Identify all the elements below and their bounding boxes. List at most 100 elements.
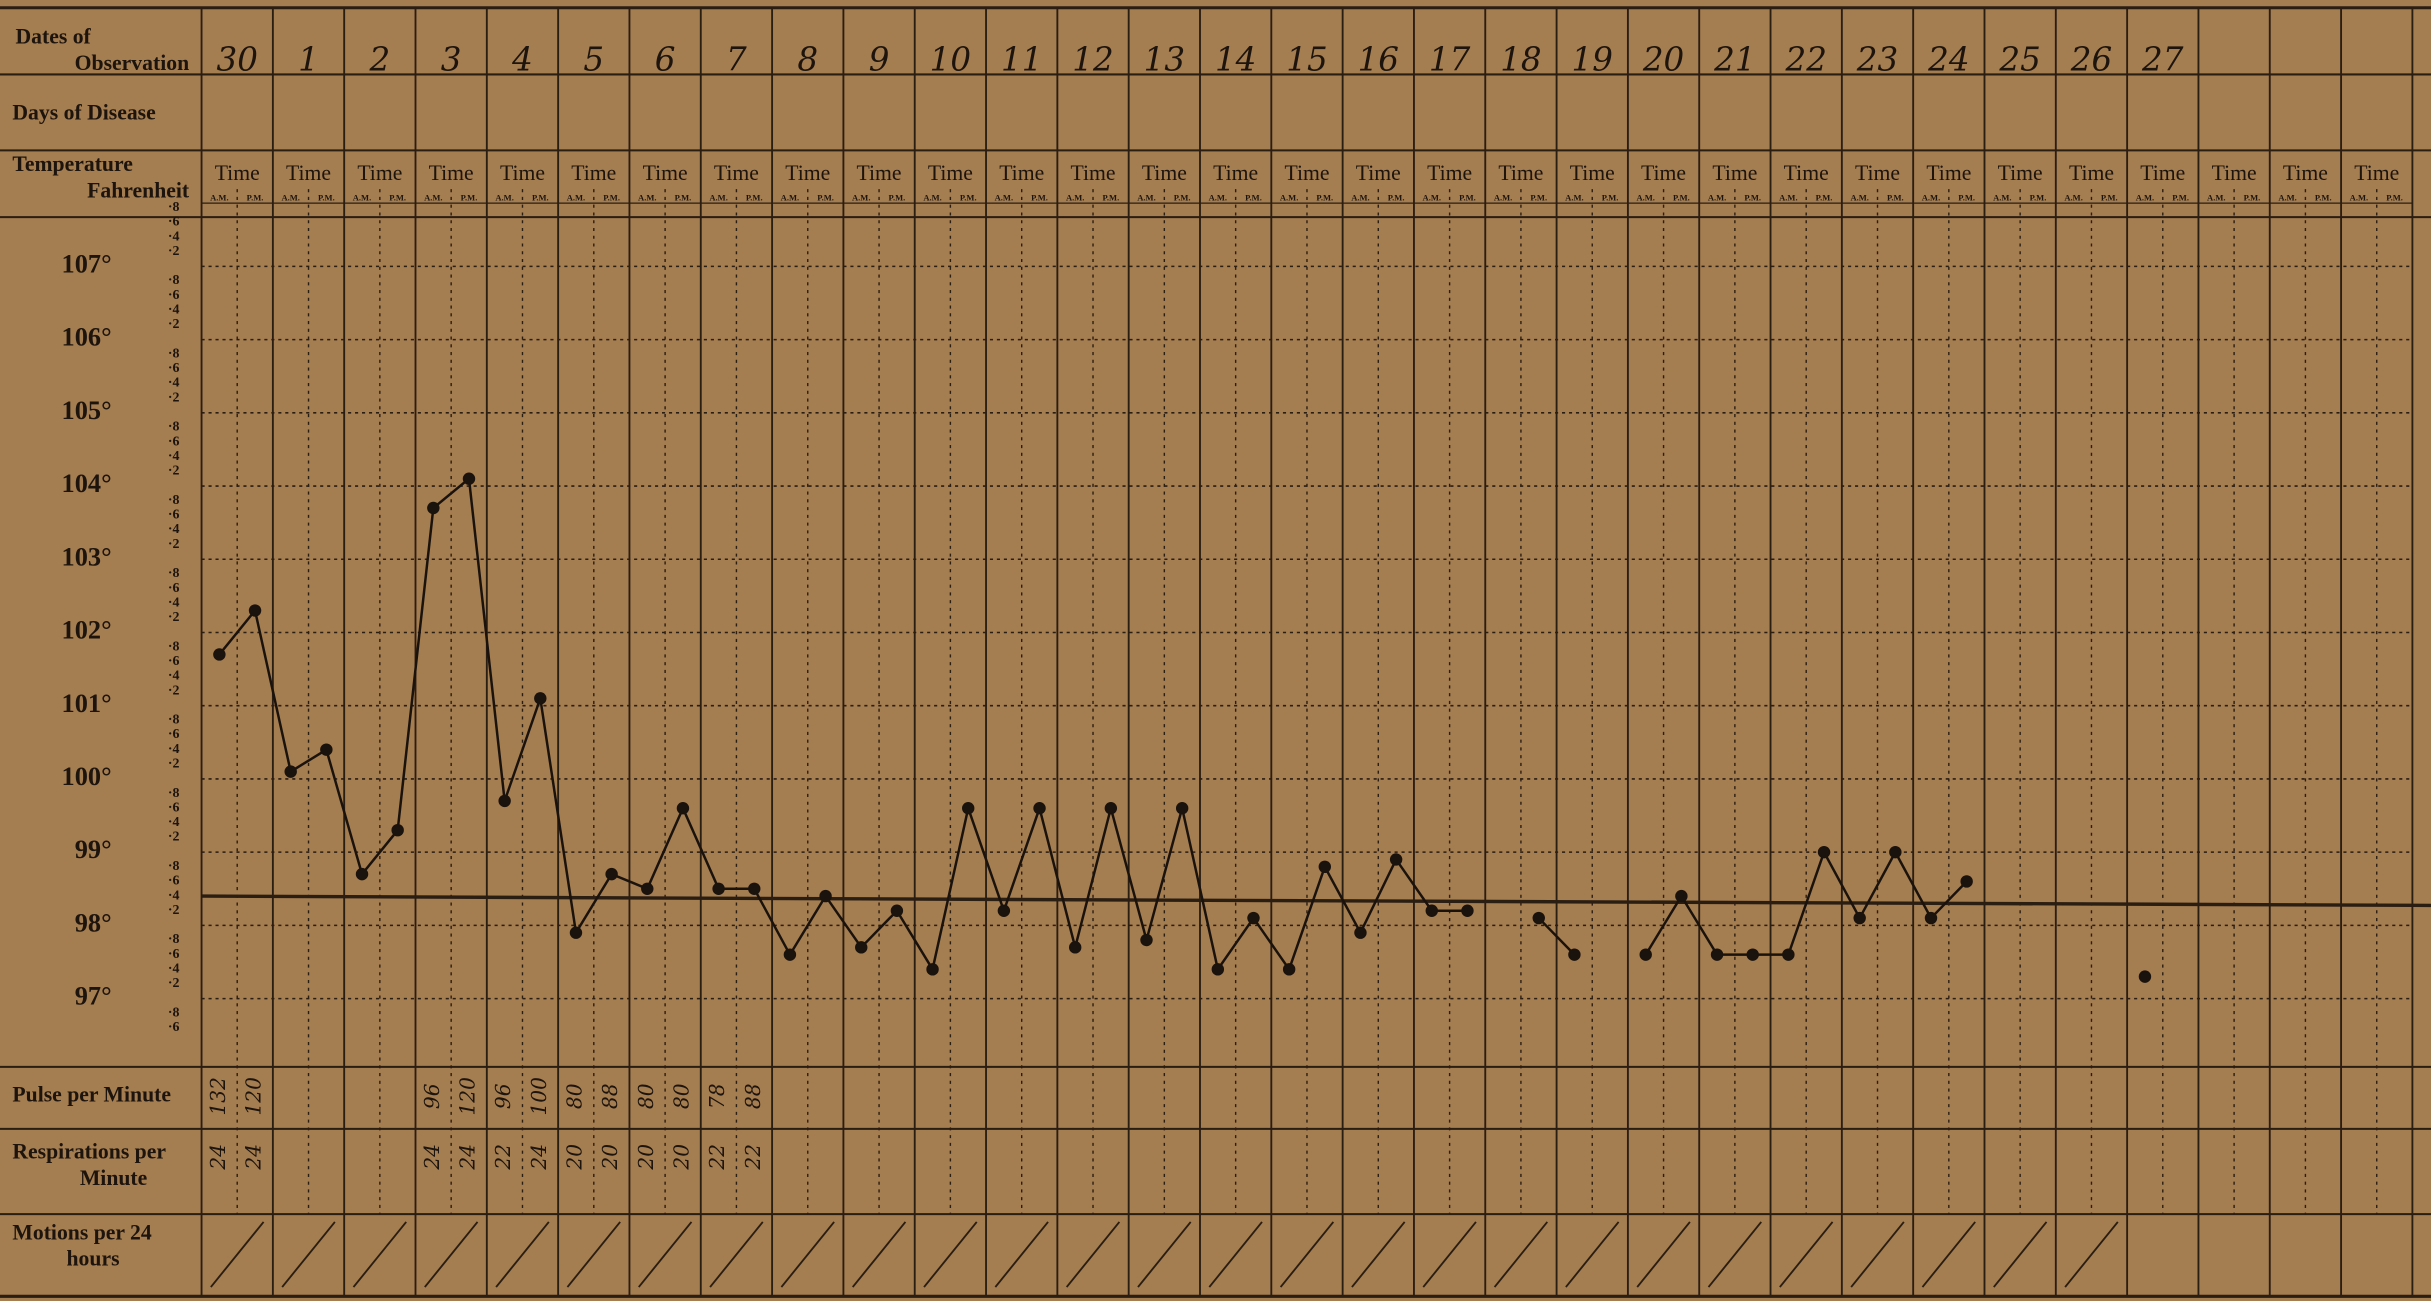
am-label: A.M. xyxy=(1708,192,1726,202)
minor-tick-label: ·2 xyxy=(168,317,180,332)
am-label: A.M. xyxy=(495,192,513,202)
temperature-point xyxy=(213,648,226,661)
motion-stroke xyxy=(1279,1221,1335,1288)
time-label: Time xyxy=(1641,161,1686,185)
temperature-point xyxy=(427,501,440,515)
temperature-point xyxy=(498,794,511,808)
date: 27 xyxy=(2141,41,2184,79)
date: 1 xyxy=(298,41,319,79)
date: 14 xyxy=(1215,41,1256,79)
date: 22 xyxy=(1784,41,1826,79)
time-label: Time xyxy=(643,161,688,185)
motion-stroke xyxy=(1779,1221,1834,1288)
motion-stroke xyxy=(566,1221,621,1288)
temperature-point xyxy=(1924,911,1938,925)
temperature-point xyxy=(1710,948,1724,961)
date: 5 xyxy=(583,41,604,79)
minor-tick-label: ·8 xyxy=(168,786,180,801)
pulse-value: 78 xyxy=(705,1083,729,1109)
temperature-point xyxy=(1318,860,1332,874)
time-label: Time xyxy=(1855,161,1900,185)
temperature-line xyxy=(218,476,1468,973)
pm-label: P.M. xyxy=(1102,192,1119,202)
temperature-point xyxy=(1033,802,1046,815)
date: 11 xyxy=(1001,41,1042,79)
time-label: Time xyxy=(500,161,545,185)
am-label: A.M. xyxy=(1779,192,1797,202)
date: 30 xyxy=(216,41,257,79)
temperature-point xyxy=(355,867,369,881)
am-label: A.M. xyxy=(923,192,941,202)
minor-tick-label: ·4 xyxy=(168,742,180,757)
date: 6 xyxy=(655,41,676,79)
pulse-value: 100 xyxy=(527,1077,551,1116)
temperature-point xyxy=(641,882,654,895)
pm-label: P.M. xyxy=(1673,192,1690,202)
temperature-point xyxy=(1104,802,1118,815)
minor-tick-label: ·4 xyxy=(168,669,180,684)
pm-label: P.M. xyxy=(960,192,977,202)
pulse-value: 80 xyxy=(634,1083,658,1109)
minor-tick-label: ·4 xyxy=(168,229,180,244)
respiration-value: 20 xyxy=(634,1144,658,1171)
am-label: A.M. xyxy=(2064,192,2082,202)
am-label: A.M. xyxy=(1565,192,1583,202)
minor-tick-label: ·6 xyxy=(168,434,180,449)
date: 23 xyxy=(1856,41,1898,79)
respiration-value: 20 xyxy=(669,1144,693,1171)
motion-stroke xyxy=(1137,1221,1192,1288)
minor-tick-label: ·6 xyxy=(168,727,180,742)
respiration-value: 20 xyxy=(598,1144,622,1171)
am-label: A.M. xyxy=(1280,192,1298,202)
motion-stroke xyxy=(780,1221,835,1288)
pulse-value: 80 xyxy=(562,1083,586,1109)
minor-tick-label: ·8 xyxy=(168,713,180,728)
motion-stroke xyxy=(495,1221,550,1288)
respiration-value: 24 xyxy=(242,1144,266,1171)
time-label: Time xyxy=(928,161,973,185)
y-tick-label: 105° xyxy=(62,396,112,425)
minor-tick-label: ·6 xyxy=(168,874,180,889)
am-label: A.M. xyxy=(709,192,727,202)
motion-stroke xyxy=(638,1221,693,1288)
normal-line xyxy=(201,894,2431,908)
time-label: Time xyxy=(215,161,260,185)
y-tick-label: 102° xyxy=(62,616,112,645)
y-tick-label: 98° xyxy=(75,908,112,937)
minor-tick-label: ·8 xyxy=(168,639,180,654)
minor-tick-label: ·2 xyxy=(168,537,180,552)
minor-tick-label: ·6 xyxy=(168,947,180,962)
row-label: Dates of xyxy=(16,25,92,49)
minor-tick-label: ·4 xyxy=(168,303,180,318)
y-tick-label: 97° xyxy=(75,982,112,1011)
minor-tick-label: ·8 xyxy=(168,932,180,947)
pm-label: P.M. xyxy=(746,192,763,202)
temperature-point xyxy=(783,948,797,961)
row-label: Respirations per xyxy=(12,1140,166,1164)
date: 17 xyxy=(1429,41,1471,79)
time-label: Time xyxy=(2283,161,2328,185)
minor-tick-label: ·2 xyxy=(168,390,180,405)
time-label: Time xyxy=(1213,161,1258,185)
date: 4 xyxy=(511,41,533,79)
row-label: hours xyxy=(67,1247,120,1271)
am-label: A.M. xyxy=(353,192,371,202)
temperature-point xyxy=(1247,911,1260,925)
time-label: Time xyxy=(1712,161,1757,185)
date: 19 xyxy=(1572,41,1613,79)
minor-tick-label: ·4 xyxy=(168,595,180,610)
temperature-point xyxy=(676,802,690,815)
minor-tick-label: ·2 xyxy=(168,610,180,625)
am-label: A.M. xyxy=(1494,192,1512,202)
time-label: Time xyxy=(286,161,331,185)
motion-stroke xyxy=(1493,1221,1549,1288)
temperature-point xyxy=(1639,948,1652,961)
pm-label: P.M. xyxy=(532,192,549,202)
time-label: Time xyxy=(2069,161,2114,185)
date: 8 xyxy=(797,41,818,79)
row-label: Motions per 24 xyxy=(12,1220,152,1244)
am-label: A.M. xyxy=(852,192,870,202)
date: 25 xyxy=(1998,41,2040,79)
date: 15 xyxy=(1286,41,1327,79)
